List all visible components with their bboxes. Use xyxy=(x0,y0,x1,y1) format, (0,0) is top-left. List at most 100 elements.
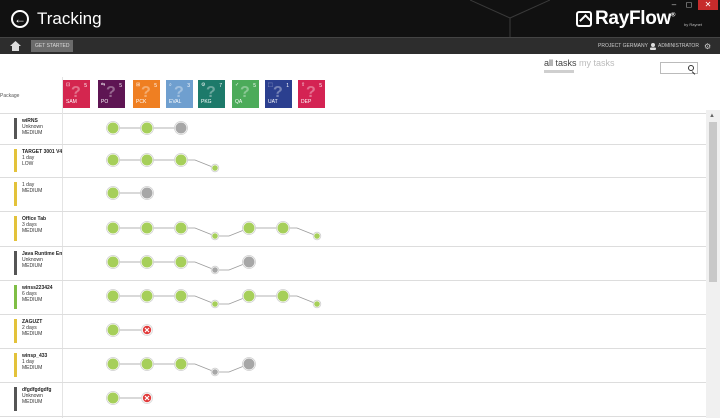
table-row[interactable]: 1 day MEDIUM xyxy=(0,178,706,212)
user-menu[interactable]: ADMINISTRATOR xyxy=(658,43,699,49)
package-priority: MEDIUM xyxy=(22,331,43,337)
priority-indicator xyxy=(14,216,17,241)
phase-tile-4[interactable]: ⚙? 7 PKG xyxy=(198,80,225,108)
green-circle-icon[interactable] xyxy=(140,255,154,269)
green-circle-icon[interactable] xyxy=(106,323,120,337)
green-circle-icon[interactable] xyxy=(106,391,120,405)
gray-circle-icon[interactable] xyxy=(242,255,256,269)
green-circle-icon[interactable] xyxy=(106,186,120,200)
package-info: TARGET 3001 V4 1 day LOW xyxy=(22,149,62,167)
green-circle-icon[interactable] xyxy=(242,289,256,303)
green-circle-icon[interactable] xyxy=(140,289,154,303)
user-icon xyxy=(650,43,656,50)
phase-tile-5[interactable]: ✓? 5 QA xyxy=(232,80,259,108)
phase-tile-6[interactable]: ⬚? 1 UAT xyxy=(265,80,292,108)
phase-watermark: ? xyxy=(141,84,151,101)
green-circle-icon[interactable] xyxy=(106,255,120,269)
table-row[interactable]: wiRNS Unknown MEDIUM xyxy=(0,114,706,145)
phase-count: 5 xyxy=(253,83,256,89)
green-circle-icon[interactable] xyxy=(174,153,188,167)
maximize-button[interactable]: ◻ xyxy=(685,0,693,9)
package-info: Java Runtime Env Unknown MEDIUM xyxy=(22,251,62,269)
phase-watermark: ? xyxy=(106,84,116,101)
table-row[interactable]: TARGET 3001 V4 1 day LOW xyxy=(0,145,706,178)
active-tab-indicator xyxy=(544,70,574,73)
table-row[interactable]: Office Tab 3 days MEDIUM xyxy=(0,212,706,247)
green-circle-icon[interactable] xyxy=(174,221,188,235)
gray-circle-icon[interactable] xyxy=(210,231,220,241)
green-circle-icon[interactable] xyxy=(174,289,188,303)
project-selector[interactable]: PROJECT GERMANY xyxy=(598,43,648,49)
green-circle-icon[interactable] xyxy=(106,121,120,135)
phase-tile-2[interactable]: ⊞? 5 PCK xyxy=(133,80,160,108)
nav-bar: GET STARTED PROJECT GERMANY ADMINISTRATO… xyxy=(0,37,720,54)
red-x-icon[interactable] xyxy=(141,324,153,336)
rayflow-logo-icon xyxy=(576,11,592,27)
phase-header: Package ⊡? 5 SAM ⇆? 5 PO ⊞? 5 PCK ⌕? 3 EVAL ⚙? 7 PKG ✓?… xyxy=(0,77,706,114)
table-row[interactable]: dfgdfgdgdfg Unknown MEDIUM xyxy=(0,383,706,417)
phase-tile-7[interactable]: ⇧? 5 DEP xyxy=(298,80,325,108)
green-circle-icon[interactable] xyxy=(106,153,120,167)
minimize-button[interactable]: – xyxy=(671,0,677,9)
column-divider xyxy=(62,77,63,418)
green-circle-icon[interactable] xyxy=(174,255,188,269)
gray-circle-icon[interactable] xyxy=(210,299,220,309)
phase-tile-3[interactable]: ⌕? 3 EVAL xyxy=(166,80,193,108)
gray-circle-icon[interactable] xyxy=(210,265,220,275)
gray-circle-icon[interactable] xyxy=(174,121,188,135)
vertical-scrollbar[interactable]: ▲ xyxy=(706,110,720,418)
green-circle-icon[interactable] xyxy=(106,357,120,371)
package-name: Java Runtime Env xyxy=(22,251,62,257)
phase-watermark: ? xyxy=(174,84,184,101)
green-circle-icon[interactable] xyxy=(106,289,120,303)
package-name: wiRNS xyxy=(22,118,38,124)
priority-indicator xyxy=(14,319,17,343)
close-button[interactable]: ✕ xyxy=(698,0,718,10)
gray-circle-icon[interactable] xyxy=(312,231,322,241)
search-input[interactable] xyxy=(660,62,698,74)
table-row[interactable]: winsp_433 1 day MEDIUM xyxy=(0,349,706,383)
phase-label: PCK xyxy=(136,99,147,105)
title-decoration xyxy=(470,0,550,37)
tab-my-tasks[interactable]: my tasks xyxy=(579,58,615,68)
scroll-up-icon[interactable]: ▲ xyxy=(709,113,715,119)
brand-mark: ® xyxy=(671,12,676,19)
workflow-connector xyxy=(215,261,250,271)
workflow-path xyxy=(106,255,256,275)
table-row[interactable]: Java Runtime Env Unknown MEDIUM xyxy=(0,247,706,281)
green-circle-icon[interactable] xyxy=(276,289,290,303)
red-x-icon[interactable] xyxy=(141,392,153,404)
phase-tile-0[interactable]: ⊡? 5 SAM xyxy=(63,80,90,108)
phase-count: 3 xyxy=(187,83,190,89)
green-circle-icon[interactable] xyxy=(140,121,154,135)
search-icon[interactable] xyxy=(688,65,694,71)
phase-tile-1[interactable]: ⇆? 5 PO xyxy=(98,80,125,108)
gray-circle-icon[interactable] xyxy=(242,357,256,371)
gear-icon[interactable]: ⚙ xyxy=(704,42,712,51)
green-circle-icon[interactable] xyxy=(140,357,154,371)
green-circle-icon[interactable] xyxy=(276,221,290,235)
priority-indicator xyxy=(14,353,17,377)
get-started-button[interactable]: GET STARTED xyxy=(31,40,74,52)
home-icon[interactable] xyxy=(10,41,21,51)
tab-all-tasks[interactable]: all tasks xyxy=(544,58,577,68)
green-circle-icon[interactable] xyxy=(106,221,120,235)
gray-circle-icon[interactable] xyxy=(210,367,220,377)
phase-watermark: ? xyxy=(273,84,283,101)
phase-label: PKG xyxy=(201,99,212,105)
green-circle-icon[interactable] xyxy=(174,357,188,371)
gray-circle-icon[interactable] xyxy=(140,186,154,200)
table-row[interactable]: winss223424 6 days MEDIUM xyxy=(0,281,706,315)
green-circle-icon[interactable] xyxy=(242,221,256,235)
package-name: dfgdfgdgdfg xyxy=(22,387,52,393)
table-row[interactable]: ZAGUZT 2 days MEDIUM xyxy=(0,315,706,349)
gray-circle-icon[interactable] xyxy=(312,299,322,309)
workflow-connector xyxy=(215,227,250,237)
green-circle-icon[interactable] xyxy=(140,221,154,235)
back-arrow-icon[interactable]: ← xyxy=(11,10,29,28)
scrollbar-thumb[interactable] xyxy=(709,122,717,282)
priority-indicator xyxy=(14,251,17,275)
phase-watermark: ? xyxy=(240,84,250,101)
green-circle-icon[interactable] xyxy=(140,153,154,167)
gray-circle-icon[interactable] xyxy=(210,163,220,173)
